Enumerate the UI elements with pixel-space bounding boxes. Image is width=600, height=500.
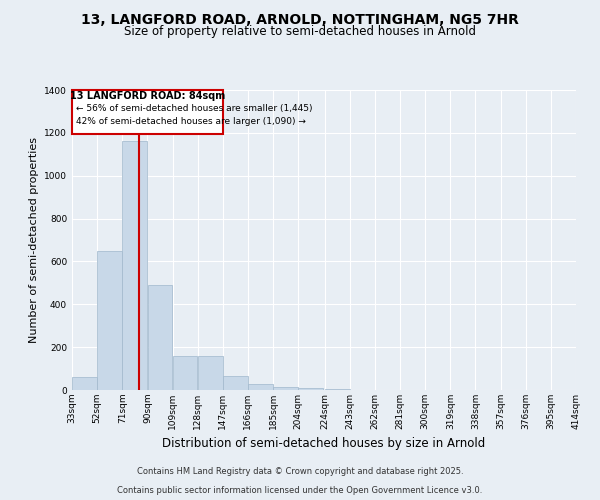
Bar [325,389,350,390]
Y-axis label: Number of semi-detached properties: Number of semi-detached properties [29,137,38,343]
Text: 13 LANGFORD ROAD: 84sqm: 13 LANGFORD ROAD: 84sqm [70,92,225,102]
Bar [72,377,97,390]
Bar [273,387,298,390]
X-axis label: Distribution of semi-detached houses by size in Arnold: Distribution of semi-detached houses by … [163,438,485,450]
Bar [148,285,172,390]
Bar [198,356,223,390]
Bar [72,90,223,134]
Bar [122,142,147,390]
Text: Size of property relative to semi-detached houses in Arnold: Size of property relative to semi-detach… [124,25,476,38]
Bar [97,250,122,390]
Text: Contains public sector information licensed under the Open Government Licence v3: Contains public sector information licen… [118,486,482,495]
Bar [223,376,248,390]
Text: 42% of semi-detached houses are larger (1,090) →: 42% of semi-detached houses are larger (… [76,116,306,126]
Text: 13, LANGFORD ROAD, ARNOLD, NOTTINGHAM, NG5 7HR: 13, LANGFORD ROAD, ARNOLD, NOTTINGHAM, N… [81,12,519,26]
Bar [248,384,273,390]
Text: ← 56% of semi-detached houses are smaller (1,445): ← 56% of semi-detached houses are smalle… [76,104,313,112]
Text: Contains HM Land Registry data © Crown copyright and database right 2025.: Contains HM Land Registry data © Crown c… [137,467,463,476]
Bar [298,388,323,390]
Bar [173,356,197,390]
